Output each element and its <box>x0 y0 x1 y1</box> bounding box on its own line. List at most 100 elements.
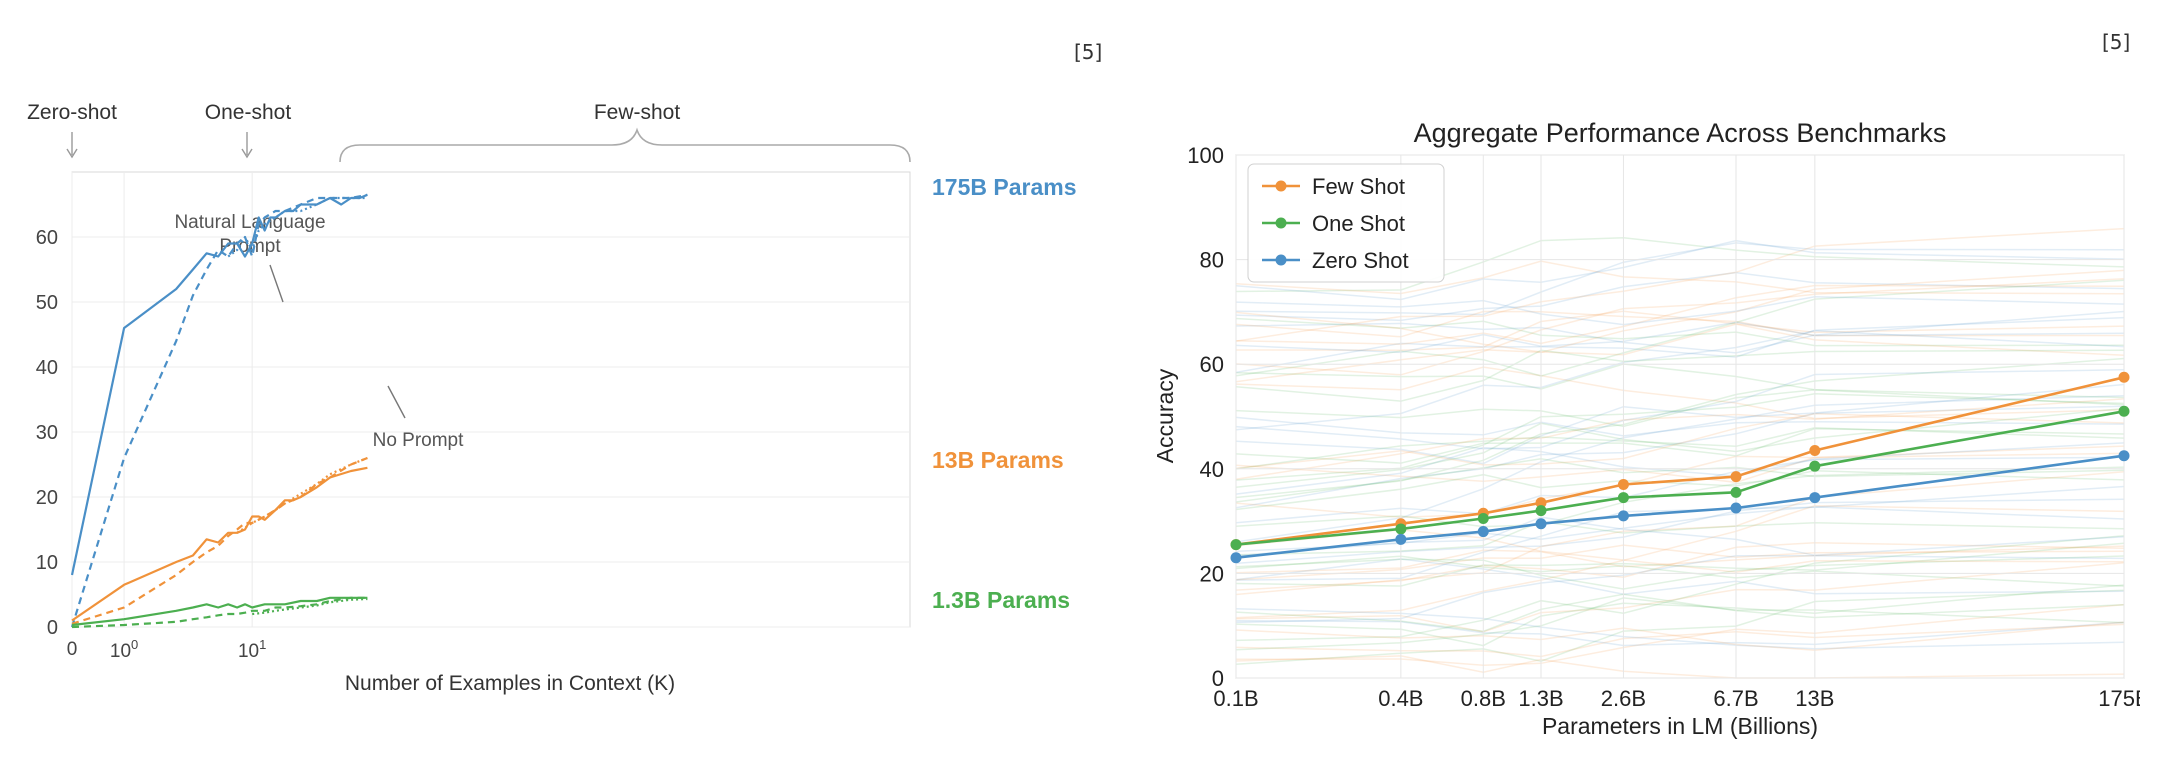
data-point-blue <box>1535 518 1547 530</box>
x-tick-label: 0.8B <box>1461 686 1506 711</box>
data-point-green <box>1230 539 1242 551</box>
benchmark-trace <box>1235 584 2125 647</box>
left-reference-label: [5] <box>1074 40 1103 64</box>
benchmark-trace <box>1235 534 2125 642</box>
x-tick-label: 101 <box>238 637 266 662</box>
benchmark-trace <box>1235 427 2125 464</box>
legend-marker-orange <box>1275 180 1287 192</box>
benchmark-trace <box>1235 407 2125 489</box>
benchmark-trace <box>1235 310 2125 354</box>
x-tick-label: 2.6B <box>1601 686 1646 711</box>
benchmark-trace <box>1235 498 2125 565</box>
benchmark-trace <box>1235 260 2125 295</box>
data-point-green <box>1617 492 1629 504</box>
benchmark-trace <box>1235 427 2125 470</box>
benchmark-trace <box>1235 452 2125 519</box>
data-point-orange <box>1809 444 1821 456</box>
y-tick-label: 40 <box>36 357 58 379</box>
benchmark-trace <box>1235 317 2125 347</box>
x-axis-label: Parameters in LM (Billions) <box>1542 713 1818 739</box>
y-tick-label: 20 <box>36 487 58 509</box>
benchmark-trace <box>1235 619 2125 647</box>
benchmark-trace <box>1235 562 2125 633</box>
series-line-green-dotted <box>252 597 368 616</box>
benchmark-trace <box>1235 466 2125 528</box>
x-tick-label: 0.1B <box>1213 686 1258 711</box>
y-tick-label: 60 <box>36 227 58 249</box>
x-tick-label: 175B <box>2098 686 2140 711</box>
x-tick-label: 6.7B <box>1713 686 1758 711</box>
series-line-blue-dashed <box>70 193 368 628</box>
benchmark-trace <box>1235 363 2125 399</box>
benchmark-trace <box>1235 416 2125 437</box>
benchmark-trace <box>1235 623 2125 658</box>
data-point-orange <box>2118 371 2130 383</box>
down-arrow-icon <box>241 148 253 159</box>
series-line-blue-dotted <box>227 196 368 258</box>
benchmark-trace <box>1235 603 2125 667</box>
data-point-blue <box>1230 552 1242 564</box>
annotation-no-prompt: No Prompt <box>373 430 465 451</box>
data-point-orange <box>1730 471 1742 483</box>
y-tick-label: 20 <box>1200 561 1224 586</box>
region-label-few-shot: Few-shot <box>594 101 681 124</box>
data-point-blue <box>1809 492 1821 504</box>
benchmark-trace <box>1235 554 2125 624</box>
y-tick-label: 10 <box>36 552 58 574</box>
legend-marker-green <box>1275 217 1287 229</box>
series-line-green <box>1235 410 2125 546</box>
benchmark-trace <box>1235 542 2125 587</box>
series-line-blue <box>1235 454 2125 559</box>
benchmark-trace <box>1235 310 2125 351</box>
series-label-blue: 175B Params <box>932 174 1077 200</box>
benchmark-trace <box>1235 269 2125 383</box>
benchmark-trace <box>1235 506 2125 553</box>
benchmark-trace <box>1235 310 2125 338</box>
data-point-orange <box>1535 497 1547 509</box>
benchmark-trace <box>1235 369 2125 450</box>
benchmark-trace <box>1235 597 2125 651</box>
data-point-blue <box>2118 450 2130 462</box>
data-point-green <box>2118 405 2130 417</box>
data-point-green <box>1477 512 1489 524</box>
benchmark-trace <box>1235 471 2125 596</box>
series-line-orange-dotted <box>236 456 368 534</box>
benchmark-trace <box>1235 589 2125 666</box>
benchmark-trace <box>1235 405 2125 509</box>
benchmark-trace <box>1235 445 2125 484</box>
legend-label: One Shot <box>1312 211 1405 236</box>
benchmark-trace <box>1235 456 2125 524</box>
region-label-zero-shot: Zero-shot <box>27 101 117 124</box>
benchmark-trace <box>1235 470 2125 511</box>
annotation-pointer <box>269 264 284 303</box>
x-tick-label: 0 <box>67 639 78 660</box>
data-point-orange <box>1617 478 1629 490</box>
series-line-green-solid <box>71 596 368 627</box>
benchmark-trace <box>1235 520 2125 556</box>
benchmark-trace <box>1235 393 2125 481</box>
x-tick-label: 0.4B <box>1378 686 1423 711</box>
legend-label: Few Shot <box>1312 174 1405 199</box>
x-tick-label: 1.3B <box>1518 686 1563 711</box>
benchmark-trace <box>1235 278 2125 376</box>
benchmark-trace <box>1235 544 2125 581</box>
data-point-blue <box>1395 533 1407 545</box>
series-line-blue-solid <box>70 193 368 576</box>
benchmark-trace <box>1235 316 2125 374</box>
series-label-green: 1.3B Params <box>932 587 1070 613</box>
region-label-one-shot: One-shot <box>205 101 292 124</box>
benchmark-trace <box>1235 413 2125 470</box>
x-axis-label: Number of Examples in Context (K) <box>345 672 675 695</box>
few-shot-brace <box>339 127 911 163</box>
benchmark-trace <box>1235 558 2125 595</box>
benchmark-trace <box>1235 607 2125 650</box>
y-tick-label: 30 <box>36 422 58 444</box>
scaling-in-context-chart: 0 10 20 30 40 50 60 0 100 101 Number of Examples i… <box>27 101 1077 695</box>
data-point-blue <box>1730 502 1742 514</box>
data-point-green <box>1535 505 1547 517</box>
series-line-orange-solid <box>71 466 368 622</box>
benchmark-trace <box>1235 227 2125 342</box>
y-axis-label: Accuracy <box>1152 368 1178 463</box>
benchmark-trace <box>1235 394 2125 543</box>
benchmark-trace <box>1235 330 2125 431</box>
